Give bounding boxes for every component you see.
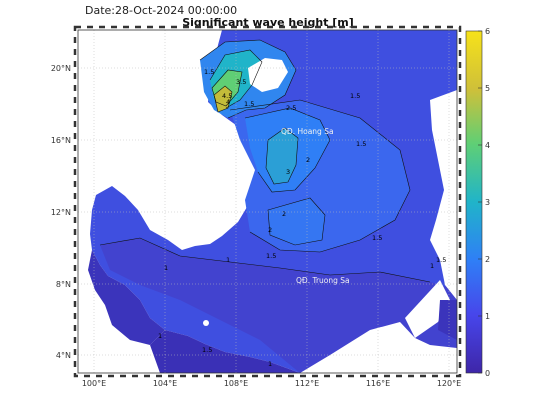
lon-tick-label: 108°E: [224, 379, 248, 388]
colorbar-label: 2: [485, 255, 490, 264]
contour-labels: 1.5 1.5 2 2.5 3 2 2 1.5 1 1 1.5 1 1.5 3.…: [158, 68, 446, 368]
sea-gulf-thailand: [88, 250, 165, 345]
contour-label: 1.5: [204, 68, 214, 76]
colorbar-label: 1: [485, 312, 490, 321]
contour-label: 1.5: [266, 252, 276, 260]
colorbar-label: 3: [485, 198, 490, 207]
contour-label: 1.5: [350, 92, 360, 100]
place-label-hoang-sa: QĐ. Hoang Sa: [281, 127, 334, 136]
contour-label: 1.5: [244, 100, 254, 108]
contour-label: 4.5: [222, 92, 232, 100]
contour-label: 1.5: [202, 346, 212, 354]
map-title: Significant wave height [m]: [182, 16, 354, 29]
land-natuna: [203, 320, 209, 326]
contour-line: [267, 197, 326, 246]
lon-tick-label: 104°E: [153, 379, 177, 388]
lon-tick-label: 116°E: [366, 379, 390, 388]
contour-label: 1: [164, 264, 168, 272]
lat-tick-label: 12°N: [51, 208, 71, 217]
contour-label: 1: [430, 262, 434, 270]
contour-line: [99, 237, 431, 283]
contour-lines: [99, 39, 431, 283]
contour-label: 4: [226, 98, 230, 106]
lat-tick-label: 16°N: [51, 136, 71, 145]
lat-tick-label: 20°N: [51, 64, 71, 73]
contour-line: [244, 107, 331, 193]
sea-peak-zone: [214, 86, 232, 112]
sea-3m-core: [266, 128, 298, 184]
contour-line: [209, 49, 263, 109]
contour-label: 2: [282, 210, 286, 218]
contour-label: 1: [226, 256, 230, 264]
contour-label: 3.5: [236, 78, 246, 86]
contour-label: 2: [268, 226, 272, 234]
sea-2m-south-patch: [268, 198, 325, 245]
land-borneo: [300, 322, 457, 373]
map-border-ticks: [73, 25, 462, 378]
lat-tick-label: 4°N: [56, 351, 71, 360]
land-philippines: [430, 90, 457, 300]
contour-line: [211, 69, 243, 107]
land-palawan: [405, 280, 450, 338]
colorbar-label: 6: [485, 27, 490, 36]
lon-tick-labels: 100°E 104°E 108°E 112°E 116°E 120°E: [82, 379, 461, 388]
lat-tick-labels: 20°N 16°N 12°N 8°N 4°N: [51, 64, 71, 360]
grid-lines: [78, 30, 457, 373]
contour-line: [265, 127, 299, 185]
sea-field: [88, 30, 457, 373]
colorbar-label: 4: [485, 141, 490, 150]
contour-label: 1.5: [436, 256, 446, 264]
lon-tick-label: 112°E: [295, 379, 319, 388]
colorbar-label: 5: [485, 84, 490, 93]
map-frame: [77, 29, 458, 374]
lon-tick-label: 100°E: [82, 379, 106, 388]
contour-label: 3: [286, 168, 290, 176]
contour-line: [199, 39, 297, 119]
place-label-truong-sa: QĐ. Truong Sa: [296, 276, 350, 285]
colorbar-label: 0: [485, 369, 490, 378]
contour-label: 1: [268, 360, 272, 368]
lat-tick-label: 8°N: [56, 280, 71, 289]
contour-label: 2: [306, 156, 310, 164]
contour-label: 1.5: [372, 234, 382, 242]
date-label: Date:28-Oct-2024 00:00:00: [85, 4, 238, 17]
contour-line: [213, 85, 233, 113]
contour-label: 1: [158, 332, 162, 340]
sea-southwest: [150, 330, 300, 373]
lon-tick-label: 120°E: [437, 379, 461, 388]
contour-label: 2.5: [286, 104, 296, 112]
contour-line: [229, 99, 411, 253]
land-hainan: [248, 58, 288, 92]
colorbar-labels: 6 5 4 3 2 1 0: [485, 27, 490, 378]
colorbar-ticks: [478, 30, 482, 374]
sea-sulu: [438, 300, 457, 340]
contour-label: 1.5: [356, 140, 366, 148]
